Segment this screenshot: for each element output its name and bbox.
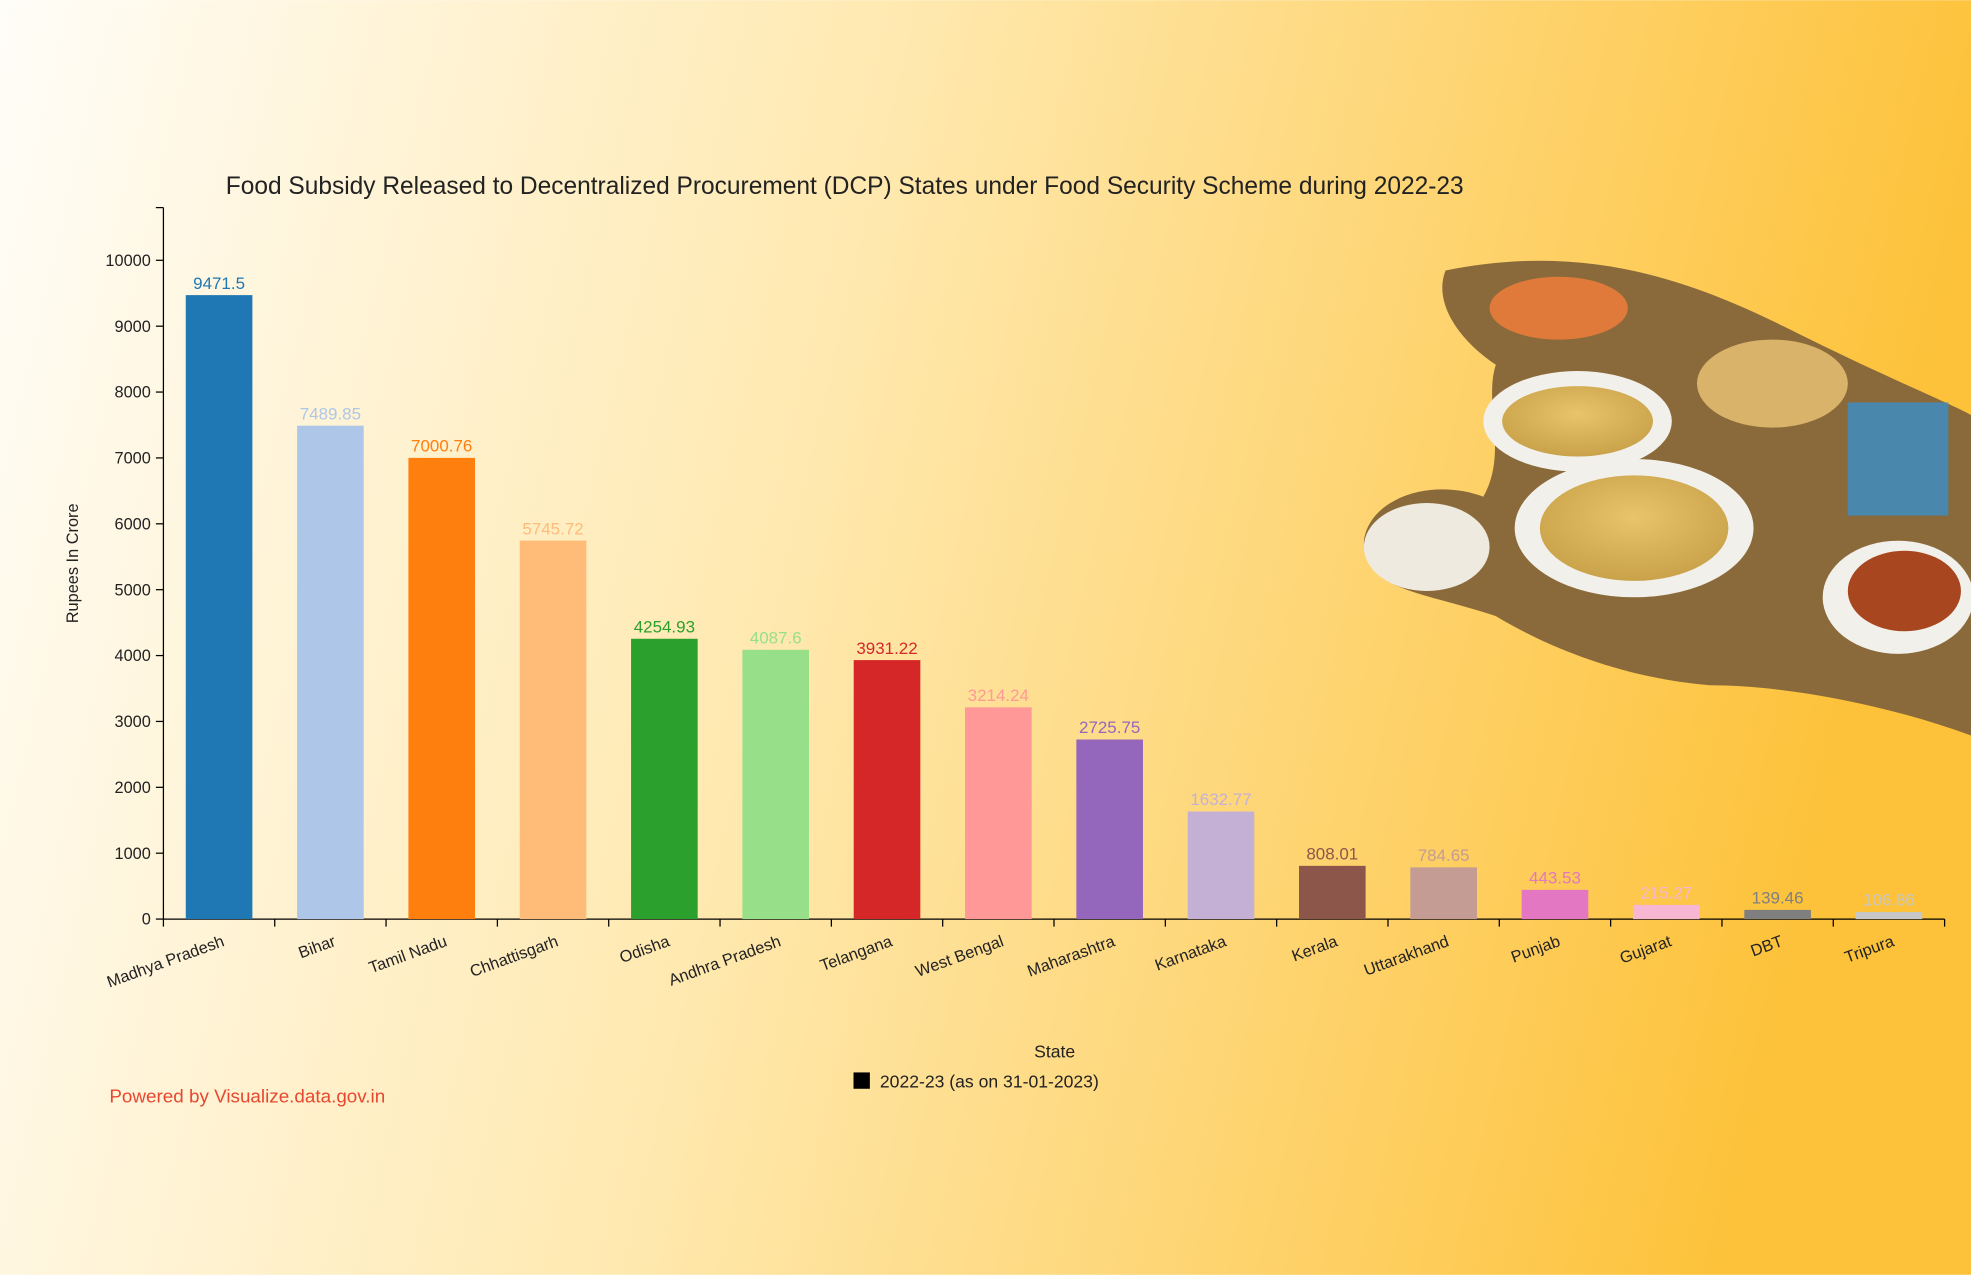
bar bbox=[853, 660, 921, 920]
value-label: 7489.85 bbox=[300, 404, 361, 423]
bar bbox=[1410, 867, 1477, 920]
value-label: 1632.77 bbox=[1190, 790, 1251, 809]
y-tick-label: 9000 bbox=[115, 318, 151, 336]
value-label: 784.65 bbox=[1418, 846, 1470, 865]
y-axis-title: Rupees In Crore bbox=[64, 503, 82, 623]
bar bbox=[519, 540, 587, 920]
y-tick-label: 6000 bbox=[115, 515, 151, 533]
bar bbox=[1187, 811, 1255, 920]
value-label: 443.53 bbox=[1529, 869, 1581, 888]
bar bbox=[408, 457, 476, 920]
y-tick-label: 1000 bbox=[115, 845, 151, 863]
bar bbox=[742, 649, 810, 920]
bar bbox=[1521, 889, 1589, 920]
value-label: 4254.93 bbox=[634, 617, 695, 636]
legend-swatch bbox=[853, 1072, 870, 1089]
bar bbox=[185, 295, 253, 920]
y-tick-label: 4000 bbox=[115, 647, 151, 665]
y-tick-label: 5000 bbox=[115, 581, 151, 599]
value-label: 139.46 bbox=[1752, 889, 1804, 908]
bar bbox=[1744, 909, 1811, 920]
bar bbox=[297, 425, 364, 920]
value-label: 9471.5 bbox=[193, 274, 245, 293]
value-label: 808.01 bbox=[1306, 845, 1358, 864]
value-label: 5745.72 bbox=[522, 519, 583, 538]
chart-title: Food Subsidy Released to Decentralized P… bbox=[226, 173, 1464, 200]
bar bbox=[1299, 865, 1366, 920]
decorative-photo bbox=[1363, 260, 1971, 736]
y-tick-label: 2000 bbox=[115, 779, 151, 797]
value-label: 7000.76 bbox=[411, 437, 472, 456]
bar bbox=[1632, 904, 1700, 920]
bar bbox=[631, 638, 698, 920]
bar bbox=[965, 707, 1032, 920]
value-label: 3931.22 bbox=[856, 639, 917, 658]
value-label: 215.27 bbox=[1640, 884, 1692, 903]
y-tick-label: 8000 bbox=[115, 384, 151, 402]
bar bbox=[1076, 739, 1143, 920]
y-tick-label: 3000 bbox=[115, 713, 151, 731]
y-tick-label: 10000 bbox=[105, 252, 150, 270]
bar bbox=[1855, 912, 1923, 920]
y-tick-label: 0 bbox=[142, 911, 151, 929]
source-link[interactable]: Powered by Visualize.data.gov.in bbox=[109, 1086, 385, 1107]
legend-label: 2022-23 (as on 31-01-2023) bbox=[880, 1072, 1099, 1092]
value-label: 106.86 bbox=[1863, 891, 1915, 910]
value-label: 3214.24 bbox=[968, 686, 1029, 705]
value-label: 2725.75 bbox=[1079, 718, 1140, 737]
value-label: 4087.6 bbox=[750, 629, 802, 648]
y-tick-label: 7000 bbox=[115, 450, 151, 468]
x-axis-title: State bbox=[1034, 1041, 1075, 1061]
